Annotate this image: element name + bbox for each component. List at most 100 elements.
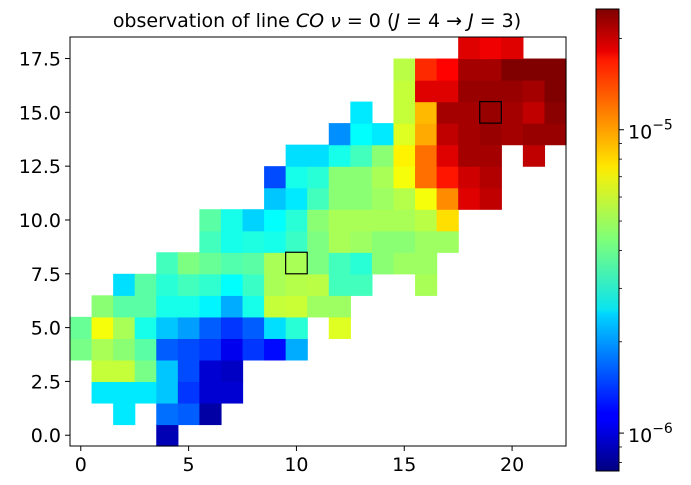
heatmap-cell	[177, 273, 200, 296]
heatmap-cell	[393, 230, 416, 253]
heatmap-cell	[264, 252, 287, 275]
heatmap-cell	[285, 187, 308, 210]
heatmap-cell	[91, 359, 114, 383]
heatmap-cell	[415, 166, 438, 189]
heatmap-cell	[113, 316, 136, 339]
heatmap-cell	[264, 295, 287, 318]
heatmap-cell	[264, 338, 287, 361]
heatmap-cell	[264, 230, 287, 253]
heatmap-cell	[156, 402, 179, 426]
heatmap-cell	[264, 187, 287, 210]
heatmap-cell	[436, 187, 459, 210]
heatmap-cell	[328, 252, 351, 275]
heatmap-cell	[199, 316, 222, 339]
heatmap-cell	[220, 359, 244, 383]
heatmap-cell	[156, 316, 179, 339]
heatmap-cell	[350, 144, 373, 167]
heatmap-cell	[415, 58, 438, 81]
heatmap-cell	[113, 295, 136, 318]
heatmap-cell	[522, 58, 546, 81]
heatmap-cell	[415, 123, 438, 146]
heatmap-cell	[350, 209, 373, 232]
heatmap-cell	[242, 273, 265, 296]
heatmap-cell	[371, 252, 395, 275]
heatmap-cell	[371, 209, 395, 232]
heatmap-cell	[393, 101, 416, 124]
heatmap-cell	[156, 359, 179, 383]
heatmap-cell	[501, 80, 524, 103]
heatmap-cell	[328, 230, 351, 253]
heatmap-cell	[415, 101, 438, 124]
heatmap-cell	[393, 144, 416, 167]
heatmap-cell	[307, 209, 330, 232]
heatmap-cell	[199, 209, 222, 232]
heatmap-cell	[458, 144, 481, 167]
heatmap-cell	[134, 338, 157, 361]
highlight-square	[285, 251, 308, 275]
heatmap-cell	[458, 80, 481, 103]
heatmap-cell	[501, 58, 524, 81]
heatmap-cell	[220, 295, 244, 318]
heatmap-cell	[220, 209, 244, 232]
heatmap-cell	[91, 338, 114, 361]
heatmap-cell	[70, 338, 93, 361]
heatmap-cell	[328, 273, 351, 296]
heatmap-cell	[199, 402, 222, 426]
heatmap-cell	[350, 230, 373, 253]
heatmap-cell	[415, 80, 438, 103]
heatmap-cell	[199, 230, 222, 253]
y-tick-label: 10.0	[19, 210, 61, 232]
heatmap-cell	[199, 273, 222, 296]
heatmap-cell	[264, 316, 287, 339]
colorbar-tick-label: 10−6	[628, 421, 673, 447]
heatmap-cell	[436, 123, 459, 146]
heatmap-cell	[328, 187, 351, 210]
heatmap-cell	[328, 166, 351, 189]
heatmap-cell	[307, 252, 330, 275]
heatmap-cell	[436, 209, 459, 232]
heatmap-cell	[199, 338, 222, 361]
heatmap-cell	[393, 80, 416, 103]
heatmap-cell	[436, 80, 459, 103]
heatmap-cell	[307, 166, 330, 189]
heatmap-cell	[113, 359, 136, 383]
x-tick-label: 5	[183, 454, 195, 476]
heatmap-cell	[458, 101, 481, 124]
y-tick-label: 17.5	[19, 49, 61, 71]
heatmap-cell	[371, 144, 395, 167]
heatmap-cell	[415, 230, 438, 253]
heatmap-cell	[458, 123, 481, 146]
heatmap-cell	[242, 230, 265, 253]
heatmap-cell	[307, 295, 330, 318]
x-tick-label: 10	[284, 454, 308, 476]
heatmap-cell	[350, 273, 373, 296]
heatmap-cell	[307, 144, 330, 167]
heatmap-cell	[328, 123, 351, 146]
heatmap-cell	[371, 123, 395, 146]
heatmap-cell	[479, 101, 502, 124]
heatmap-cell	[436, 101, 459, 124]
heatmap-cell	[501, 101, 524, 124]
heatmap-cell	[199, 295, 222, 318]
x-axis: 0 5 10 15 20	[75, 446, 524, 476]
heatmap-cell	[436, 230, 459, 253]
y-tick-label: 0.0	[31, 425, 61, 447]
heatmap-cell	[264, 273, 287, 296]
heatmap-cell	[156, 424, 179, 447]
heatmap-cell	[458, 187, 481, 210]
heatmap-cell	[113, 381, 136, 404]
heatmap-cell	[415, 144, 438, 167]
heatmap-cell	[522, 123, 546, 146]
heatmap-cell	[242, 316, 265, 339]
heatmap-cell	[220, 338, 244, 361]
y-tick-label: 7.5	[31, 264, 61, 286]
y-tick-label: 5.0	[31, 318, 61, 340]
heatmap-cell	[501, 37, 524, 60]
heatmap-cell	[350, 166, 373, 189]
heatmap-cell	[242, 295, 265, 318]
heatmap-cell	[307, 273, 330, 296]
heatmap-cell	[544, 101, 567, 124]
colorbar	[595, 8, 620, 472]
heatmap-cell	[220, 230, 244, 253]
